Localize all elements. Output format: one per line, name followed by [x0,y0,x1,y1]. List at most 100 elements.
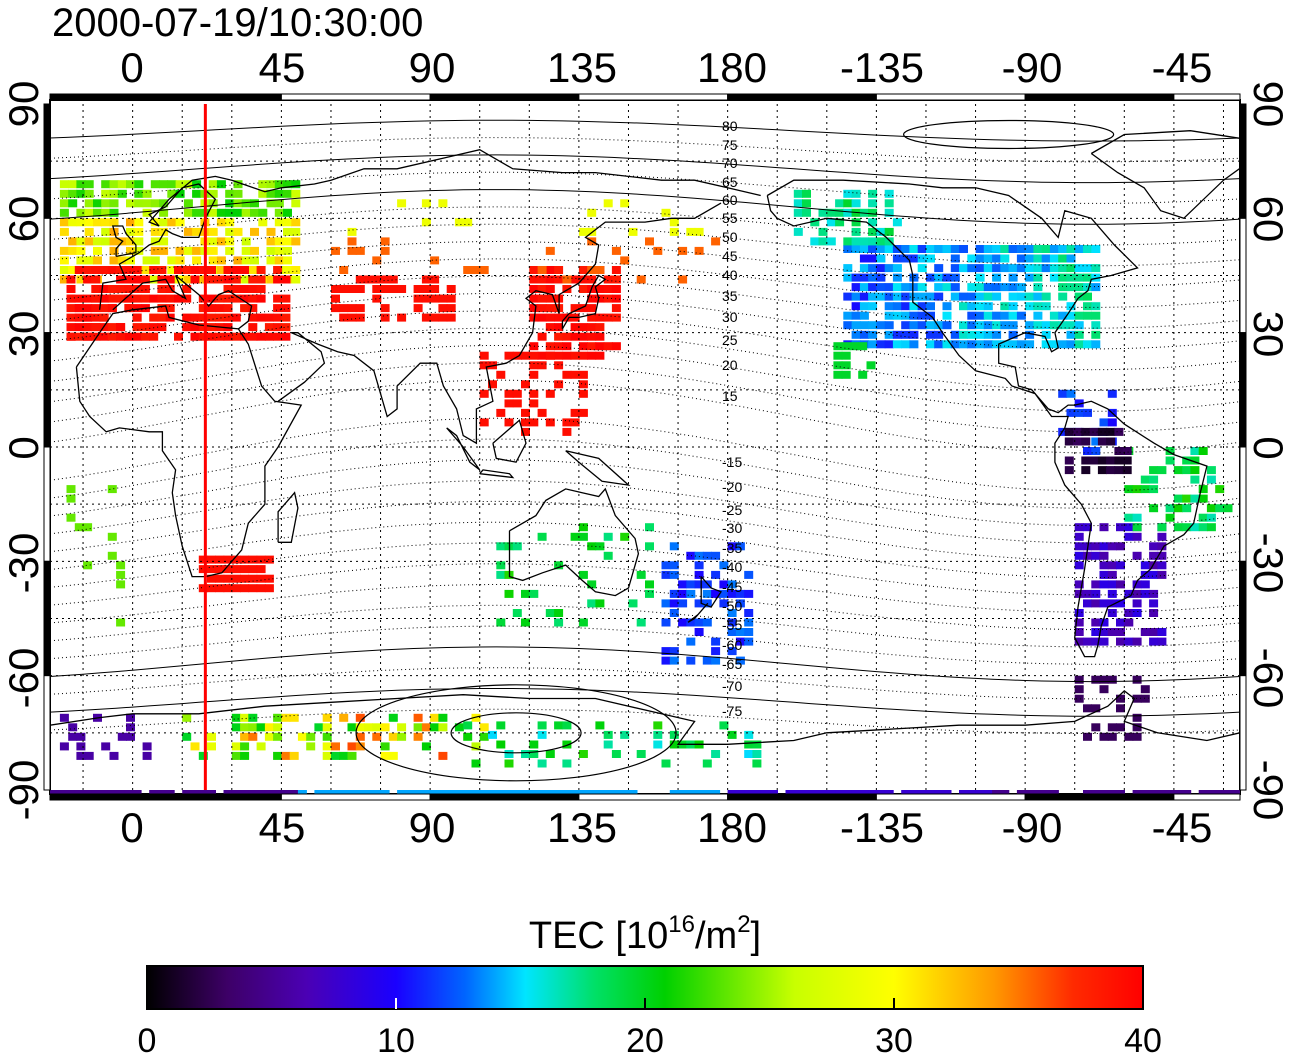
tec-cell [587,790,597,794]
tec-cell [231,313,241,322]
tec-cell [892,254,902,263]
tec-cell [1016,311,1026,320]
tec-cell [421,199,431,208]
tec-cell [851,321,861,330]
tec-cell [91,285,101,293]
tec-cell [1198,523,1208,532]
tec-cell [843,245,853,253]
mlat-contour [50,500,1240,561]
tec-cell [266,275,276,284]
tec-cell [1091,330,1101,339]
magnetic-lat-labels-north: 80 75 70 65 60 55 50 45 40 35 30 25 20 1… [722,118,738,404]
mlat-label: -55 [722,617,742,633]
tec-cell [59,246,69,255]
tec-cell [1074,283,1084,292]
tec-cell [537,313,547,322]
tec-cell [1124,609,1134,617]
tec-cell [84,199,94,208]
tec-cell [884,790,894,794]
tec-cell [1074,311,1084,320]
mlat-contour [50,258,1240,308]
tec-cell [537,275,547,284]
tec-cell [983,330,993,339]
tec-cell [240,790,250,794]
tec-cell [727,580,737,589]
tec-cell [165,304,175,313]
lon-top-label: -45 [1152,44,1213,91]
tec-cell [545,323,555,332]
tec-cell [1041,254,1051,263]
tec-cell [892,264,902,273]
tec-cell [851,302,861,311]
tec-cell [950,340,960,349]
tec-cell [1107,580,1117,589]
tec-cell [884,227,894,236]
tec-cell [926,273,935,282]
tec-cell [841,342,851,351]
tec-cell [1041,321,1051,330]
tec-cell [207,584,216,593]
tec-cell [992,321,1002,330]
tec-cell [1198,494,1208,503]
tec-cell [91,332,101,341]
tec-cell [192,189,202,198]
tec-cell [388,732,398,741]
tec-cell [101,199,111,208]
tec-cell [132,332,142,341]
tec-cell [595,294,605,303]
tec-cell [669,589,679,598]
tec-cell [76,218,86,227]
tec-cell [76,189,86,198]
tec-cell [134,218,144,227]
tec-cell [183,180,193,189]
tec-cell [413,732,423,741]
tec-cell [967,330,977,339]
tec-cell [661,599,671,608]
tec-cell [868,283,878,292]
tec-cell [1083,408,1092,417]
tec-cell [1097,427,1107,436]
tec-cell [225,218,235,227]
tec-cell [250,256,259,265]
tec-cell [1091,723,1101,732]
tec-cell [702,551,712,560]
tec-cell [264,732,274,741]
tec-cell [124,294,134,303]
tec-cell [686,637,696,646]
tec-cell [661,561,671,570]
tec-cell [529,790,539,794]
tec-cell [826,237,836,246]
tec-cell [562,721,572,730]
tec-cell [1058,273,1068,282]
lon-top-label: 180 [697,44,767,91]
tec-cell [339,713,349,722]
tec-cell [241,208,251,217]
tec-cell [694,580,704,589]
tec-cell [851,330,861,339]
tec-cell [587,332,597,341]
tec-cell [636,275,646,284]
tec-cell [208,189,218,198]
tec-cell [198,294,208,303]
tec-cell [942,340,952,349]
tec-cell [735,542,745,551]
tec-cell [661,208,671,217]
tec-cell [380,237,390,246]
tec-cell [868,321,878,330]
tec-cell [215,304,225,313]
tec-cell [273,304,283,313]
tec-cell [975,302,985,311]
tec-cell [198,584,208,593]
tec-cell [1089,456,1099,465]
tec-cell [223,574,233,583]
colorbar-tick-label: 30 [875,1022,913,1057]
tec-cell [174,266,183,274]
tec-cell [917,254,927,263]
tec-cell [554,351,564,360]
tec-cell [694,561,704,570]
tec-cell [521,351,530,360]
tec-cell [1008,302,1018,311]
tec-cell [59,208,69,217]
tec-cell [1107,790,1117,794]
tec-cell [150,199,160,208]
